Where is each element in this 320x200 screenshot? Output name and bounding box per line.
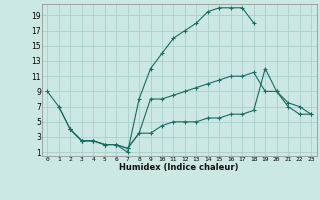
X-axis label: Humidex (Indice chaleur): Humidex (Indice chaleur) xyxy=(119,163,239,172)
